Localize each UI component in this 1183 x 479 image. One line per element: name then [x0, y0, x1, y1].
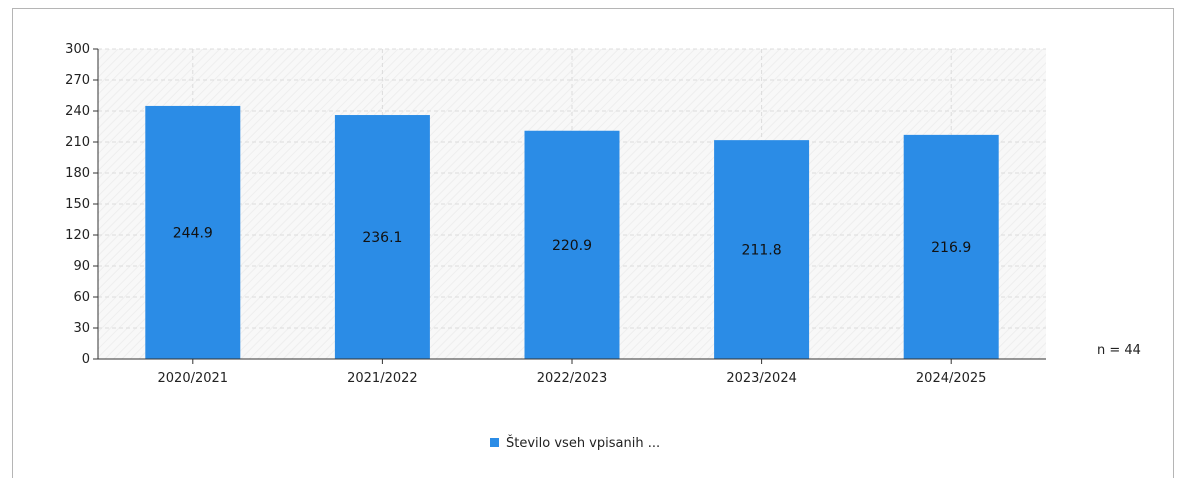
n-annotation: n = 44: [1097, 343, 1141, 358]
y-tick-label: 210: [65, 135, 90, 150]
x-tick-label: 2023/2024: [726, 371, 797, 386]
bar[interactable]: [903, 134, 999, 359]
y-tick-label: 270: [65, 73, 90, 88]
x-tick-label: 2022/2023: [537, 371, 608, 386]
bar-data-label: 236.1: [362, 230, 402, 246]
y-tick-label: 240: [65, 104, 90, 119]
y-tick-label: 0: [82, 352, 90, 367]
y-tick-label: 30: [73, 321, 90, 336]
legend[interactable]: Število vseh vpisanih ...: [490, 435, 660, 451]
bar[interactable]: [145, 105, 241, 359]
y-ticks: 0 30 60 90 120 150 180 210 240 270 300: [65, 42, 98, 367]
data-labels: 244.9 236.1 220.9 211.8 216.9: [173, 225, 971, 258]
y-tick-label: 180: [65, 166, 90, 181]
bar-data-label: 211.8: [742, 243, 782, 259]
y-tick-label: 300: [65, 42, 90, 57]
y-tick-label: 150: [65, 197, 90, 212]
legend-swatch: [490, 438, 499, 447]
x-tick-label: 2021/2022: [347, 371, 418, 386]
bar-data-label: 244.9: [173, 225, 213, 241]
bar-data-label: 216.9: [931, 240, 971, 256]
chart-frame: 0 30 60 90 120 150 180 210 240 270 300 2020/2021 20…: [12, 8, 1174, 478]
bar[interactable]: [714, 140, 810, 359]
x-ticks: 2020/2021 2021/2022 2022/2023 2023/2024 2024…: [158, 359, 987, 386]
y-tick-label: 90: [73, 259, 90, 274]
legend-label: Število vseh vpisanih ...: [506, 435, 660, 451]
y-tick-label: 120: [65, 228, 90, 243]
y-tick-label: 60: [73, 290, 90, 305]
x-tick-label: 2020/2021: [158, 371, 229, 386]
bar[interactable]: [524, 130, 620, 359]
bars: [145, 105, 999, 359]
x-tick-label: 2024/2025: [916, 371, 987, 386]
bar[interactable]: [334, 115, 430, 359]
bar-data-label: 220.9: [552, 238, 592, 254]
